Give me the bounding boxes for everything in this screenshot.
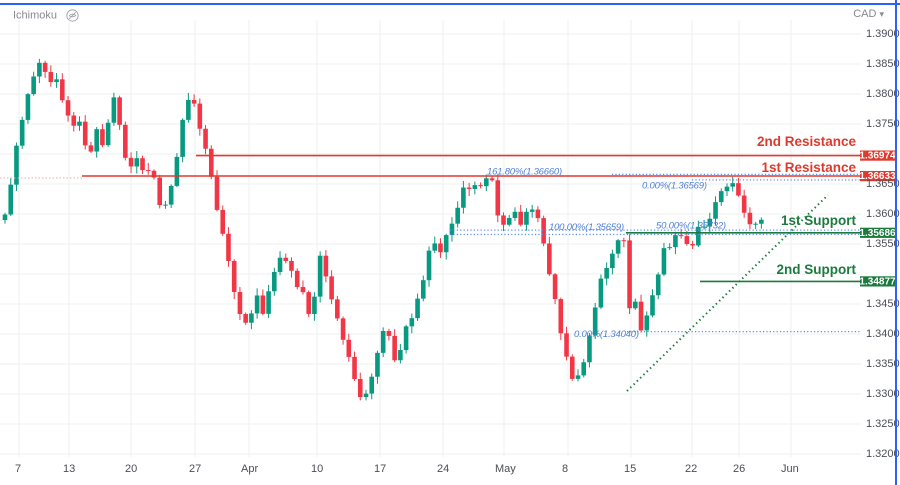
svg-text:100.00%(1.35659): 100.00%(1.35659) bbox=[549, 222, 624, 233]
svg-text:0.00%(1.36569): 0.00%(1.36569) bbox=[642, 181, 707, 192]
svg-text:0.00%(1.34040): 0.00%(1.34040) bbox=[574, 329, 639, 340]
svg-text:2nd Resistance: 2nd Resistance bbox=[757, 134, 857, 149]
svg-text:2nd Support: 2nd Support bbox=[777, 262, 857, 277]
svg-text:161.80%(1.36660): 161.80%(1.36660) bbox=[487, 167, 562, 178]
svg-text:50.00%(1.35732): 50.00%(1.35732) bbox=[656, 221, 726, 232]
svg-text:1.36974: 1.36974 bbox=[859, 151, 896, 162]
svg-text:1st Support: 1st Support bbox=[781, 213, 857, 228]
svg-text:1st Resistance: 1st Resistance bbox=[761, 160, 856, 175]
svg-text:1.34877: 1.34877 bbox=[859, 277, 896, 288]
